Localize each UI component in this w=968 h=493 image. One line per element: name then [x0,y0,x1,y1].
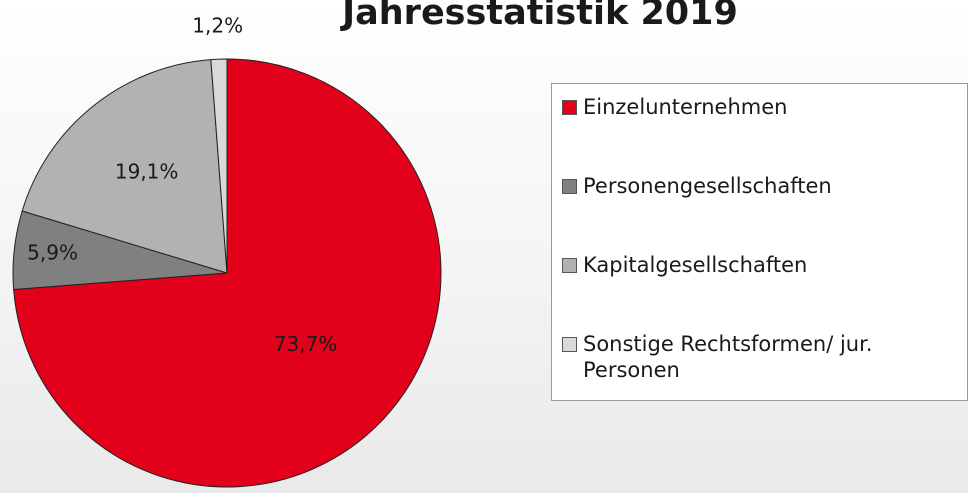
pie-slice [21,59,228,274]
legend-item: Sonstige Rechtsformen/ jur. Personen [562,331,957,410]
legend-swatch [562,337,577,352]
legend-label: Personengesellschaften [583,174,832,198]
pie-slice [210,58,228,274]
legend-item: Personengesellschaften [562,173,957,252]
legend-item: Kapitalgesellschaften [562,252,957,331]
legend-label: Kapitalgesellschaften [583,253,808,277]
data-label: 19,1% [115,159,179,183]
chart-title: Jahresstatistik 2019 [340,0,738,33]
data-label: 73,7% [274,332,338,356]
legend-item: Einzelunternehmen [562,94,957,173]
data-label: 5,9% [27,240,78,264]
legend-swatch [562,258,577,273]
legend-label: Einzelunternehmen [583,95,788,119]
legend: Einzelunternehmen Personengesellschaften K… [551,83,968,401]
legend-label: Sonstige Rechtsformen/ jur. Personen [583,332,873,382]
legend-swatch [562,100,577,115]
data-label: 1,2% [192,14,243,38]
legend-swatch [562,179,577,194]
